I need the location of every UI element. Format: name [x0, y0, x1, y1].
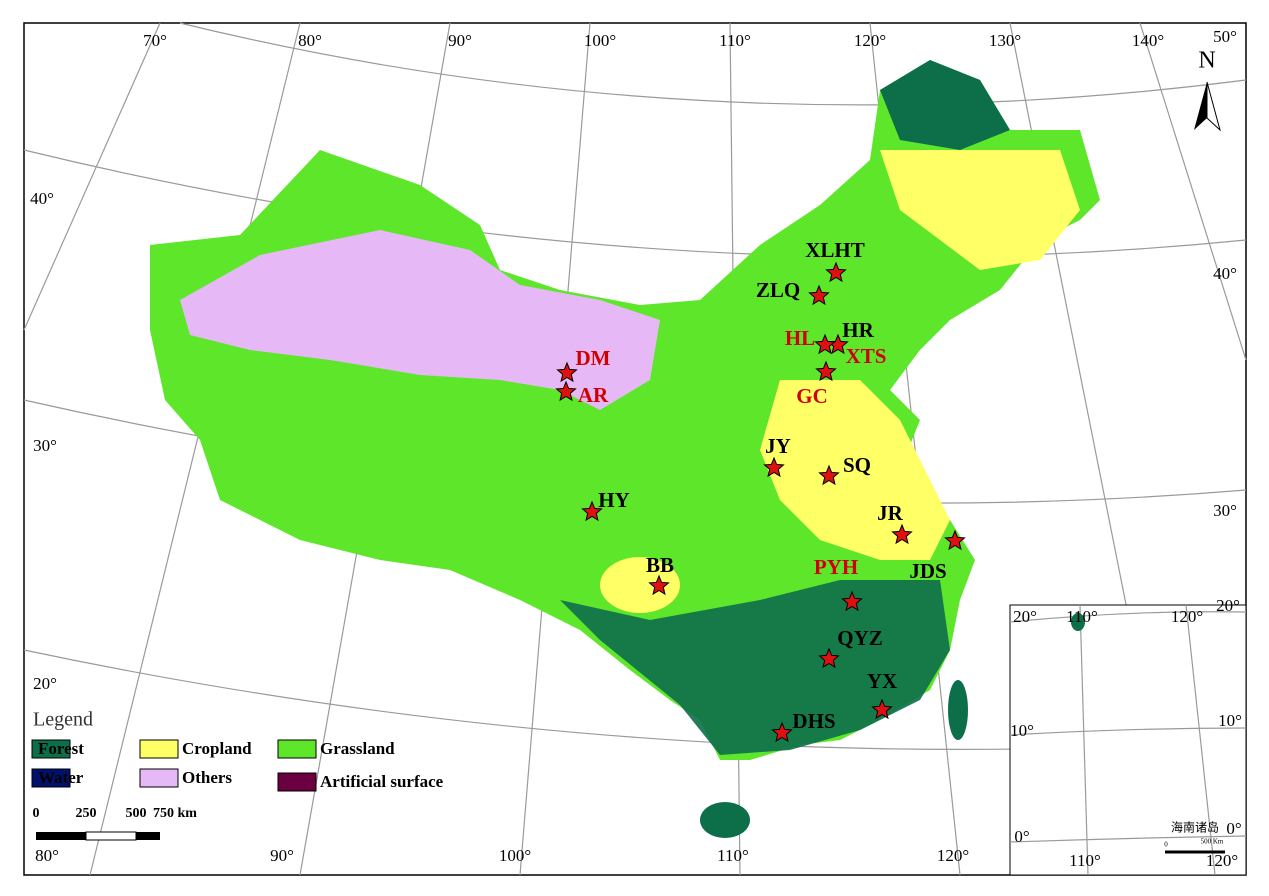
inset-scale-label: 500 Km — [1201, 838, 1224, 846]
station-label: DHS — [792, 709, 835, 733]
station-label: JR — [877, 501, 904, 525]
station-marker — [581, 500, 603, 522]
graticule-label: 80° — [35, 846, 59, 865]
station-label: JY — [765, 434, 791, 458]
legend-label: Others — [182, 768, 232, 787]
legend-label: Water — [38, 768, 84, 787]
graticule-label: 120° — [854, 31, 886, 50]
station-label: HL — [785, 326, 815, 350]
graticule-label: 100° — [584, 31, 616, 50]
graticule-label: 30° — [33, 436, 57, 455]
station-marker — [944, 529, 966, 551]
station-marker — [555, 380, 577, 402]
legend-swatch — [139, 739, 179, 759]
graticule-label: 40° — [30, 189, 54, 208]
inset-graticule-label: 10° — [1218, 711, 1242, 730]
inset-title: 海南诸岛 — [1171, 820, 1219, 835]
graticule-label: 80° — [298, 31, 322, 50]
station-label: QYZ — [837, 626, 883, 650]
inset-graticule-label: 110° — [1066, 607, 1098, 626]
station-label: SQ — [843, 453, 871, 477]
inset-graticule-label: 0° — [1014, 827, 1029, 846]
graticule-label: 40° — [1213, 264, 1237, 283]
station-marker — [771, 721, 793, 743]
station-label: YX — [867, 669, 897, 693]
station-marker — [871, 698, 893, 720]
graticule-label: 70° — [143, 31, 167, 50]
inset-graticule-label: 110° — [1069, 851, 1101, 870]
inset-graticule-label: 120° — [1171, 607, 1203, 626]
station-marker — [815, 360, 837, 382]
legend-label: Forest — [38, 739, 84, 758]
graticule-label: 30° — [1213, 501, 1237, 520]
station-label: PYH — [814, 555, 858, 579]
graticule-label: 90° — [448, 31, 472, 50]
scale-label: 0 — [33, 806, 40, 821]
station-marker — [825, 261, 847, 283]
north-label: N — [1198, 48, 1215, 74]
north-arrow: N — [1194, 48, 1221, 132]
inset-graticule — [1009, 604, 1247, 876]
legend-title: Legend — [33, 709, 93, 731]
station-label: XLHT — [805, 238, 865, 262]
graticule-label: 140° — [1132, 31, 1164, 50]
graticule-label: 20° — [1216, 596, 1240, 615]
graticule-label: 110° — [719, 31, 751, 50]
land-cover — [150, 60, 1100, 838]
scale-label: 250 — [76, 806, 97, 821]
scale-bar — [36, 831, 160, 841]
station-label: JDS — [909, 559, 946, 583]
graticule-label: 110° — [717, 846, 749, 865]
inset-graticule-label: 120° — [1206, 851, 1238, 870]
station-label: HY — [598, 488, 630, 512]
scale-label: 750 km — [153, 806, 197, 821]
station-marker — [841, 590, 863, 612]
station-marker — [556, 361, 578, 383]
graticule-label: 130° — [989, 31, 1021, 50]
station-label: AR — [578, 383, 609, 407]
legend-swatch — [277, 772, 317, 792]
station-marker — [818, 464, 840, 486]
station-label: DM — [576, 346, 611, 370]
station-marker — [814, 333, 836, 355]
inset-graticule-label: 10° — [1010, 721, 1034, 740]
station-marker — [891, 523, 913, 545]
scale-label: 500 — [126, 806, 147, 821]
legend-swatch — [31, 739, 71, 759]
graticule-label: 90° — [270, 846, 294, 865]
inset-graticule-label: 20° — [1013, 607, 1037, 626]
graticule-label: 120° — [937, 846, 969, 865]
graticule-label: 20° — [33, 674, 57, 693]
legend-label: Cropland — [182, 739, 252, 758]
station-label: XTS — [846, 344, 887, 368]
legend-swatch — [139, 768, 179, 788]
inset-graticule-label: 0° — [1226, 819, 1241, 838]
legend-swatch — [31, 768, 71, 788]
station-label: GC — [796, 384, 828, 408]
graticule-label: 50° — [1213, 27, 1237, 46]
station-marker — [648, 574, 670, 596]
station-label: BB — [646, 553, 674, 577]
station-marker — [808, 284, 830, 306]
legend-label: Grassland — [320, 739, 395, 758]
graticule-label: 100° — [499, 846, 531, 865]
station-label: ZLQ — [756, 278, 800, 302]
inset-frame — [1009, 604, 1247, 876]
inset-scale-label: 0 — [1164, 841, 1168, 849]
station-marker — [763, 456, 785, 478]
legend-swatch — [277, 739, 317, 759]
legend-label: Artificial surface — [320, 772, 444, 791]
station-marker — [818, 647, 840, 669]
station-label: HR — [842, 318, 874, 342]
